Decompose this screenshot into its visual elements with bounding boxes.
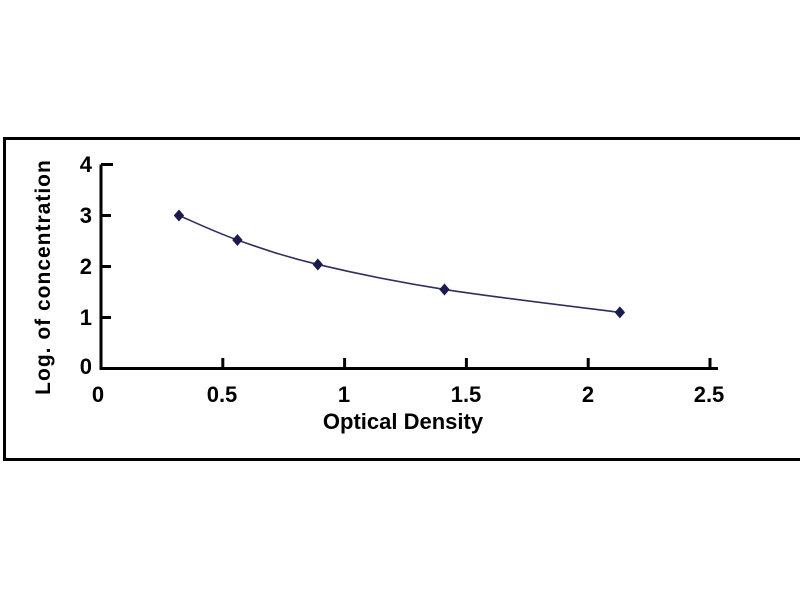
x-tick-label: 2 xyxy=(581,382,595,407)
chart-frame xyxy=(3,137,800,461)
x-tick-label: 1.5 xyxy=(450,382,482,407)
y-tick-label: 2 xyxy=(79,254,92,279)
data-point-marker xyxy=(439,283,450,296)
y-tick-label: 4 xyxy=(79,152,92,177)
y-tick-label: 1 xyxy=(79,305,92,330)
data-point-marker xyxy=(312,258,324,271)
x-axis-title: Optical Density xyxy=(322,409,484,434)
y-tick-label: 0 xyxy=(79,354,92,379)
y-axis-title: Log. of concentration xyxy=(32,159,55,395)
data-point-marker xyxy=(614,306,626,319)
x-tick-label: 2.5 xyxy=(693,382,725,407)
y-tick-label: 3 xyxy=(79,203,92,228)
x-tick-label: 0 xyxy=(91,382,105,407)
standard-curve-line xyxy=(178,214,620,314)
data-point-marker xyxy=(232,233,243,246)
x-tick-label: 0.5 xyxy=(206,382,238,407)
x-tick-label: 1 xyxy=(337,382,351,407)
data-point-marker xyxy=(173,209,185,222)
